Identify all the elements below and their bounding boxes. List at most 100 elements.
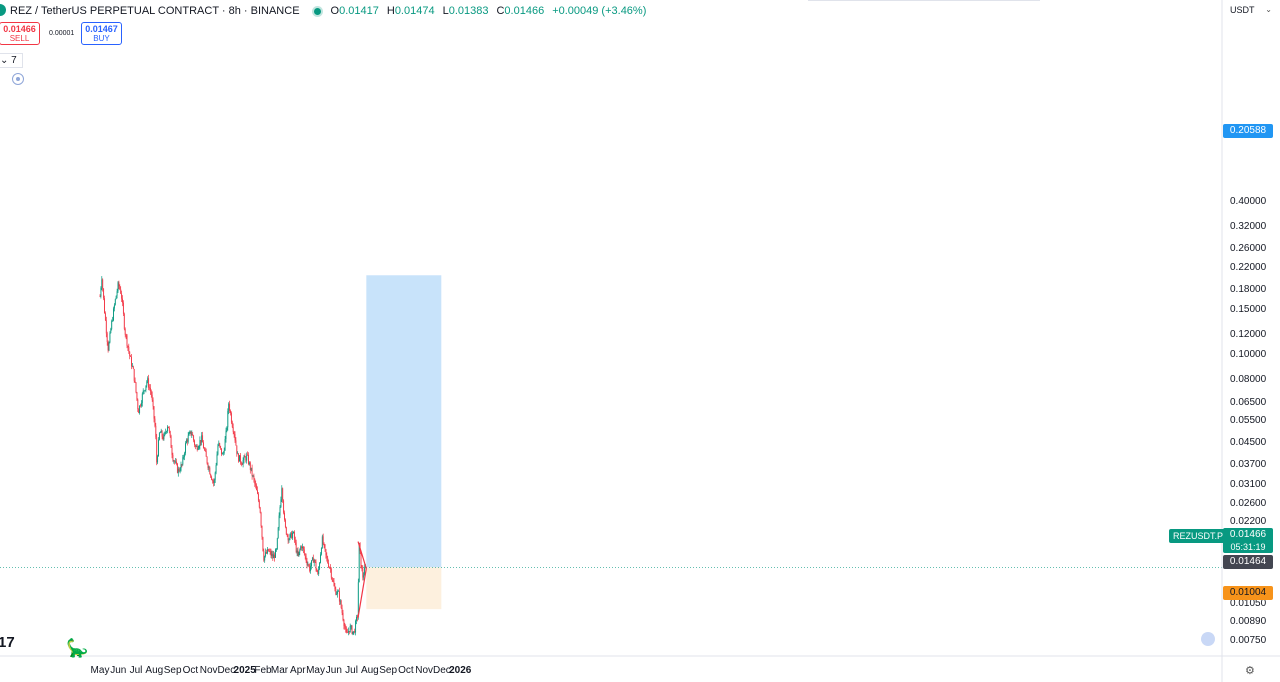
candle xyxy=(217,443,219,456)
gear-icon[interactable]: ⚙ xyxy=(1245,665,1255,677)
candle xyxy=(288,538,290,543)
legend-header: REZ / TetherUS PERPETUAL CONTRACT · 8h ·… xyxy=(0,3,646,19)
symbol-title[interactable]: REZ / TetherUS PERPETUAL CONTRACT · 8h ·… xyxy=(10,5,300,17)
candle xyxy=(171,444,173,459)
candle xyxy=(347,628,348,634)
candle xyxy=(353,631,355,635)
candle xyxy=(197,445,199,451)
candle xyxy=(176,458,177,466)
candle xyxy=(358,543,360,583)
candle xyxy=(267,548,269,552)
candle xyxy=(328,559,330,569)
indicators-toggle[interactable]: ⌄ 7 xyxy=(0,53,23,68)
candle xyxy=(151,391,153,402)
candle xyxy=(316,568,318,573)
time-tick-label: Aug xyxy=(360,665,379,676)
chat-bubble-icon[interactable] xyxy=(1201,632,1215,646)
candle xyxy=(119,284,121,291)
candle xyxy=(192,431,194,436)
candle xyxy=(175,458,177,464)
candle xyxy=(158,432,160,441)
candle xyxy=(111,319,113,331)
candle xyxy=(153,406,155,423)
candle xyxy=(240,461,242,467)
tradingview-logo: 17 xyxy=(0,634,15,651)
candle xyxy=(351,624,353,635)
time-tick-label: Dec xyxy=(217,665,236,676)
candle xyxy=(128,343,130,354)
candle xyxy=(333,577,335,587)
buy-button[interactable]: 0.01467 BUY xyxy=(81,22,122,45)
candle xyxy=(236,445,238,457)
candle xyxy=(364,563,366,576)
candle xyxy=(230,409,231,416)
price-tick-label: 0.22000 xyxy=(1230,261,1267,273)
visibility-eye-icon[interactable] xyxy=(12,73,24,85)
candle xyxy=(346,626,348,634)
candle xyxy=(291,530,293,539)
candle xyxy=(329,564,331,573)
price-tick-label: 0.15000 xyxy=(1230,304,1267,316)
indicator-count: 7 xyxy=(11,55,17,66)
candle xyxy=(305,553,307,563)
candle xyxy=(321,534,323,549)
candle xyxy=(360,551,362,569)
candle xyxy=(198,444,200,450)
candle xyxy=(350,624,352,630)
sell-button[interactable]: 0.01466 SELL xyxy=(0,22,40,45)
bar-countdown: 05:31:19 xyxy=(1230,542,1266,552)
candle xyxy=(279,505,281,519)
candle xyxy=(292,530,294,540)
target-price-tag: 0.20588 xyxy=(1223,124,1273,138)
candle xyxy=(155,422,157,440)
candle xyxy=(293,530,295,543)
ohlc-close: C0.01466 xyxy=(496,5,545,17)
candle xyxy=(299,548,301,556)
candle xyxy=(244,453,246,458)
candle xyxy=(249,461,251,474)
candle xyxy=(319,561,321,571)
candle xyxy=(195,444,197,448)
candle xyxy=(176,462,178,474)
candle xyxy=(243,455,245,464)
candle xyxy=(341,604,343,616)
time-tick-label: Dec xyxy=(432,665,451,676)
candle xyxy=(140,400,142,408)
candle xyxy=(354,628,356,634)
dino-icon[interactable]: 🦕 xyxy=(66,638,89,658)
candle xyxy=(131,363,133,368)
candle xyxy=(278,512,280,531)
last-price-tag: 0.01466 05:31:19 xyxy=(1223,528,1273,553)
candle xyxy=(329,566,330,569)
candle xyxy=(224,436,226,451)
candle xyxy=(133,368,135,383)
candle xyxy=(327,555,329,564)
candle xyxy=(363,572,365,581)
candle xyxy=(173,459,175,464)
candle xyxy=(188,431,190,436)
candle xyxy=(169,430,171,438)
time-tick-label: Apr xyxy=(290,665,306,676)
candle xyxy=(184,451,186,461)
candle xyxy=(163,432,165,441)
currency-select[interactable]: USDT ⌄ xyxy=(1224,2,1276,18)
candle xyxy=(310,562,312,574)
sell-price: 0.01466 xyxy=(3,24,36,34)
candle xyxy=(145,385,147,393)
candle xyxy=(282,487,284,503)
candle xyxy=(149,384,150,391)
chevron-down-icon: ⌄ xyxy=(1265,5,1272,14)
candle xyxy=(345,624,347,633)
candle xyxy=(199,436,201,450)
candle xyxy=(362,565,364,581)
candle xyxy=(271,550,273,559)
candle xyxy=(262,536,264,552)
time-tick-label: Nov xyxy=(415,665,434,676)
candle xyxy=(122,295,123,307)
candle xyxy=(347,627,349,636)
candle xyxy=(123,312,125,331)
candle xyxy=(170,434,172,448)
exchange-logo-icon xyxy=(0,4,6,16)
candle xyxy=(158,437,159,457)
